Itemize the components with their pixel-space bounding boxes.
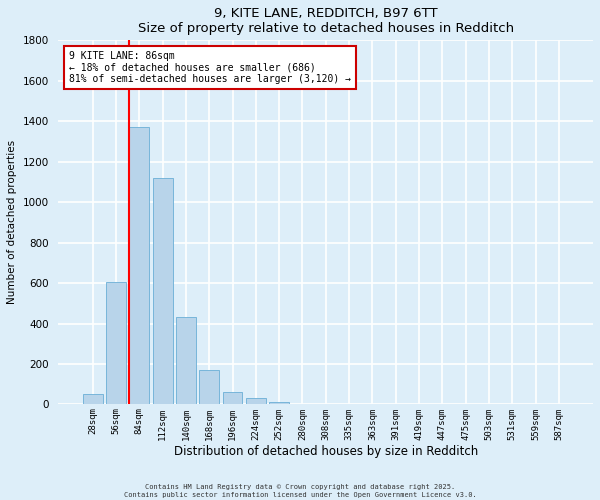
Bar <box>152 178 173 404</box>
Text: Contains HM Land Registry data © Crown copyright and database right 2025.
Contai: Contains HM Land Registry data © Crown c… <box>124 484 476 498</box>
Text: 9 KITE LANE: 86sqm
← 18% of detached houses are smaller (686)
81% of semi-detach: 9 KITE LANE: 86sqm ← 18% of detached hou… <box>69 51 351 84</box>
Bar <box>246 398 266 404</box>
Bar <box>176 318 196 404</box>
Title: 9, KITE LANE, REDDITCH, B97 6TT
Size of property relative to detached houses in : 9, KITE LANE, REDDITCH, B97 6TT Size of … <box>138 7 514 35</box>
Bar <box>199 370 219 404</box>
Bar <box>223 392 242 404</box>
Y-axis label: Number of detached properties: Number of detached properties <box>7 140 17 304</box>
Bar <box>269 402 289 404</box>
Bar <box>83 394 103 404</box>
Bar <box>106 282 126 405</box>
Bar <box>130 128 149 404</box>
X-axis label: Distribution of detached houses by size in Redditch: Distribution of detached houses by size … <box>173 445 478 458</box>
